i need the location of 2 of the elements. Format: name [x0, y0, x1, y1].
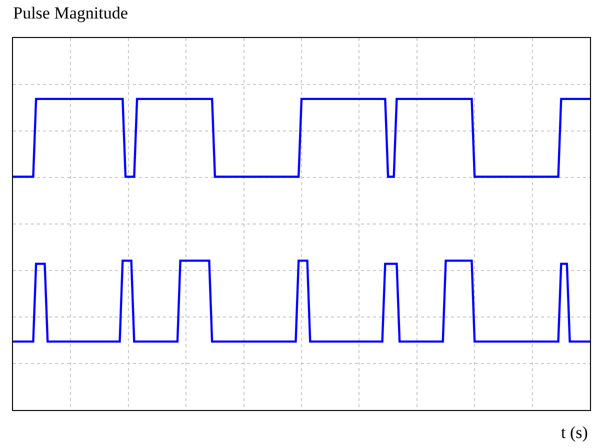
chart-title: Pulse Magnitude — [13, 4, 128, 23]
x-axis-title: t (s) — [561, 423, 588, 442]
